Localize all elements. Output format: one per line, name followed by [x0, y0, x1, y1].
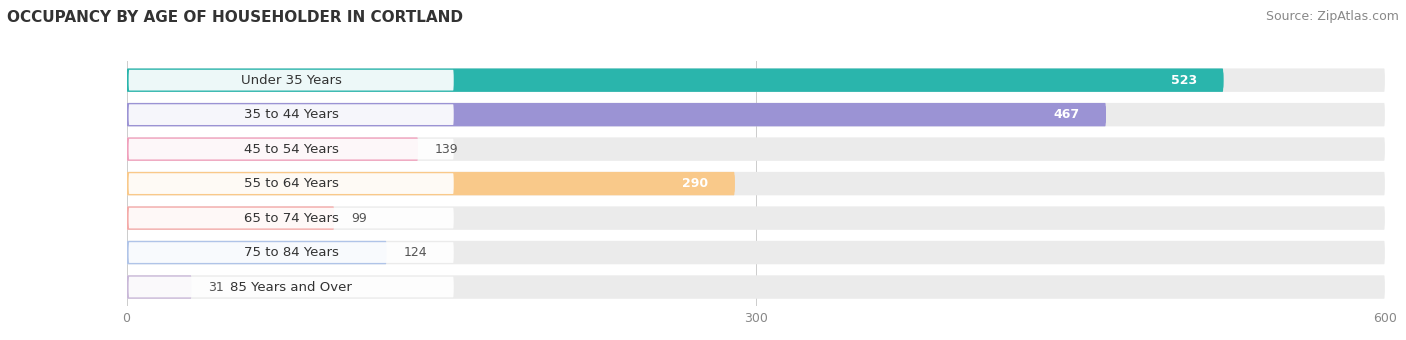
- FancyBboxPatch shape: [127, 172, 1385, 195]
- FancyBboxPatch shape: [127, 206, 1385, 230]
- FancyBboxPatch shape: [128, 139, 454, 159]
- FancyBboxPatch shape: [127, 172, 735, 195]
- Text: 124: 124: [404, 246, 427, 259]
- FancyBboxPatch shape: [127, 241, 387, 264]
- Text: 75 to 84 Years: 75 to 84 Years: [243, 246, 339, 259]
- Text: 45 to 54 Years: 45 to 54 Years: [243, 142, 339, 156]
- FancyBboxPatch shape: [127, 137, 418, 161]
- Text: 31: 31: [208, 280, 224, 293]
- FancyBboxPatch shape: [128, 277, 454, 298]
- FancyBboxPatch shape: [1143, 71, 1223, 89]
- Text: 99: 99: [352, 211, 367, 225]
- FancyBboxPatch shape: [128, 208, 454, 228]
- FancyBboxPatch shape: [127, 68, 1385, 92]
- FancyBboxPatch shape: [127, 275, 1385, 299]
- Text: 467: 467: [1053, 108, 1080, 121]
- FancyBboxPatch shape: [655, 175, 735, 192]
- FancyBboxPatch shape: [127, 241, 1385, 264]
- Text: 85 Years and Over: 85 Years and Over: [231, 280, 352, 293]
- Text: Under 35 Years: Under 35 Years: [240, 74, 342, 87]
- FancyBboxPatch shape: [1026, 106, 1107, 123]
- FancyBboxPatch shape: [127, 103, 1107, 126]
- Text: 55 to 64 Years: 55 to 64 Years: [243, 177, 339, 190]
- FancyBboxPatch shape: [127, 68, 1223, 92]
- Text: 139: 139: [434, 142, 458, 156]
- FancyBboxPatch shape: [128, 70, 454, 90]
- FancyBboxPatch shape: [127, 275, 191, 299]
- FancyBboxPatch shape: [128, 104, 454, 125]
- Text: 35 to 44 Years: 35 to 44 Years: [243, 108, 339, 121]
- Text: 290: 290: [682, 177, 709, 190]
- Text: 65 to 74 Years: 65 to 74 Years: [243, 211, 339, 225]
- FancyBboxPatch shape: [128, 173, 454, 194]
- FancyBboxPatch shape: [127, 103, 1385, 126]
- Text: OCCUPANCY BY AGE OF HOUSEHOLDER IN CORTLAND: OCCUPANCY BY AGE OF HOUSEHOLDER IN CORTL…: [7, 10, 463, 25]
- Text: Source: ZipAtlas.com: Source: ZipAtlas.com: [1265, 10, 1399, 23]
- FancyBboxPatch shape: [127, 137, 1385, 161]
- FancyBboxPatch shape: [127, 206, 335, 230]
- Text: 523: 523: [1171, 74, 1197, 87]
- FancyBboxPatch shape: [128, 242, 454, 263]
